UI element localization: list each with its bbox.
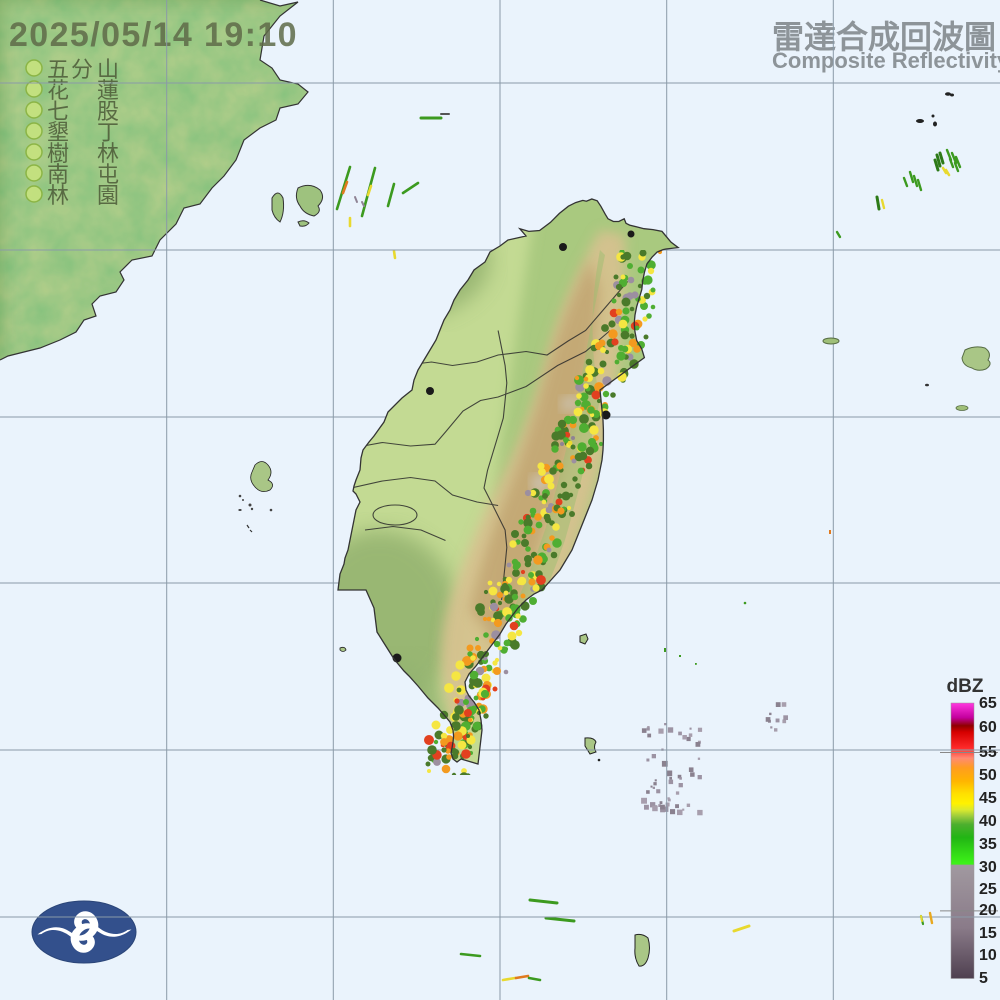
svg-text:10: 10: [979, 947, 997, 964]
svg-text:60: 60: [979, 719, 997, 736]
svg-text:65: 65: [979, 695, 997, 712]
svg-text:15: 15: [979, 925, 997, 942]
svg-text:dBZ: dBZ: [947, 676, 984, 697]
svg-text:園: 園: [97, 183, 119, 208]
svg-text:35: 35: [979, 836, 997, 853]
svg-text:50: 50: [979, 767, 997, 784]
svg-text:45: 45: [979, 790, 997, 807]
svg-text:5: 5: [979, 970, 988, 987]
svg-text:20: 20: [979, 902, 997, 919]
svg-text:2025/05/14 19:10: 2025/05/14 19:10: [9, 16, 298, 54]
svg-text:林: 林: [47, 183, 69, 208]
svg-text:30: 30: [979, 859, 997, 876]
svg-text:40: 40: [979, 813, 997, 830]
svg-text:55: 55: [979, 744, 997, 761]
svg-text:25: 25: [979, 881, 997, 898]
svg-text:分: 分: [71, 57, 93, 82]
svg-text:Composite Reflectivity: Composite Reflectivity: [772, 48, 1000, 73]
